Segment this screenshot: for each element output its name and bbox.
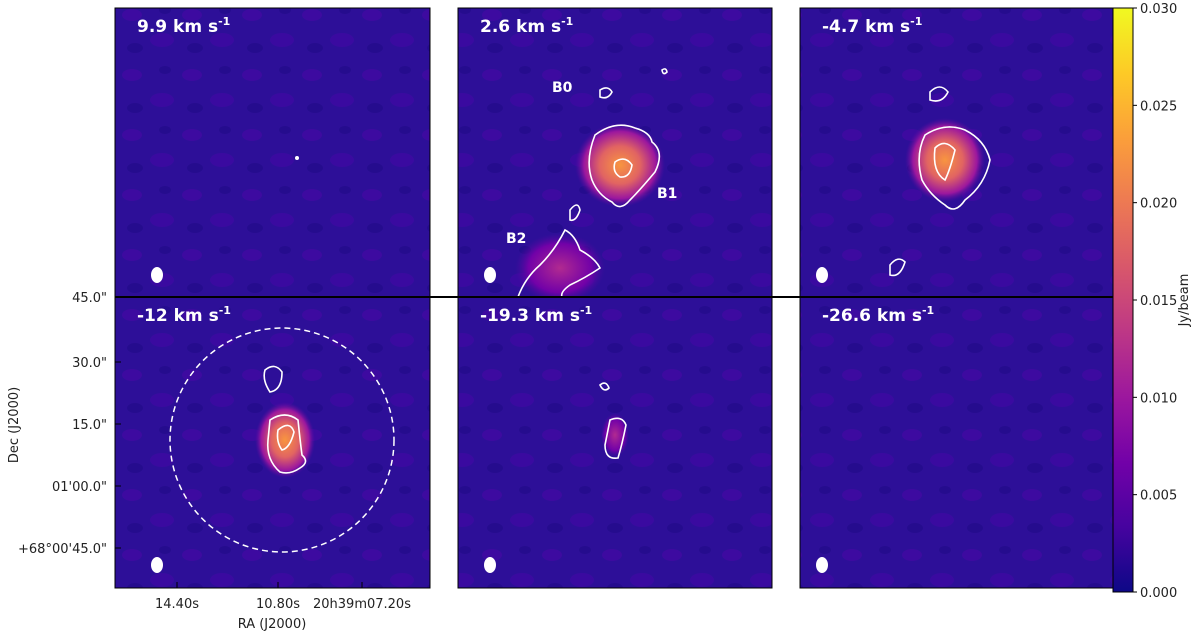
y-tick-label: 15.0" <box>72 418 107 433</box>
beam <box>484 557 496 573</box>
colorbar-tick-label: 0.000 <box>1140 586 1177 601</box>
contour <box>933 142 956 182</box>
panel-label-exponent: -1 <box>219 304 231 317</box>
emission <box>905 118 985 202</box>
contour <box>263 365 283 393</box>
panel-label: -4.7 km s-1 <box>822 15 922 37</box>
contour <box>266 414 307 474</box>
y-tick-label: 01'00.0" <box>52 480 107 495</box>
y-tick-label: 30.0" <box>72 356 107 371</box>
colorbar-label: Jy/beam <box>1177 274 1192 328</box>
panel-label: -19.3 km s-1 <box>480 304 592 326</box>
contour <box>276 424 295 451</box>
panel-label-text: -12 km s <box>137 306 219 326</box>
beam <box>816 557 828 573</box>
panel-label-exponent: -1 <box>922 304 934 317</box>
beams <box>151 267 828 573</box>
contour <box>569 204 581 222</box>
contour <box>613 158 633 178</box>
panel-label-text: -26.6 km s <box>822 306 922 326</box>
panel-label-exponent: -1 <box>218 15 230 28</box>
beam <box>816 267 828 283</box>
colorbar-tick-label: 0.005 <box>1140 489 1177 504</box>
panels <box>114 7 1116 589</box>
annotation: B0 <box>552 80 573 96</box>
colorbar-tick-label: 0.025 <box>1140 99 1177 114</box>
panel-label: 9.9 km s-1 <box>137 15 230 37</box>
colorbar-tick-label: 0.020 <box>1140 197 1177 212</box>
panel-label: -12 km s-1 <box>137 304 231 326</box>
panel-image <box>115 8 430 297</box>
contour <box>661 68 668 75</box>
y-tick-label: +68°00'45.0" <box>18 542 107 557</box>
panel-label-exponent: -1 <box>561 15 573 28</box>
colorbar-tick-label: 0.010 <box>1140 391 1177 406</box>
contour <box>588 124 661 208</box>
panel-label-exponent: -1 <box>580 304 592 317</box>
contour <box>517 228 602 298</box>
panel-label: 2.6 km s-1 <box>480 15 573 37</box>
x-axis-label: RA (J2000) <box>238 617 307 632</box>
contour <box>918 126 991 210</box>
annotation: B1 <box>657 186 677 202</box>
beam <box>484 267 496 283</box>
emission <box>255 402 315 478</box>
panel-label-exponent: -1 <box>910 15 922 28</box>
y-axis-label: Dec (J2000) <box>7 387 22 463</box>
colorbar <box>1112 7 1134 593</box>
emission <box>515 233 605 303</box>
x-tick-label: 14.40s <box>155 597 199 612</box>
panel-label-text: 9.9 km s <box>137 17 218 37</box>
panel-label-text: -4.7 km s <box>822 17 910 37</box>
contour <box>599 382 610 391</box>
colorbar-tick-label: 0.015 <box>1140 294 1177 309</box>
contour <box>295 156 299 160</box>
field-of-view <box>169 327 395 553</box>
x-tick-label: 10.80s <box>256 597 300 612</box>
colorbar-tick-label: 0.030 <box>1140 2 1177 17</box>
contour <box>604 417 627 460</box>
x-tick-label: 20h39m07.20s <box>313 597 411 612</box>
panel-label: -26.6 km s-1 <box>822 304 934 326</box>
beam <box>151 557 163 573</box>
panel-image <box>800 297 1115 588</box>
panel-label-text: 2.6 km s <box>480 17 561 37</box>
y-tick-label: 45.0" <box>72 291 107 306</box>
contour <box>889 258 906 277</box>
contour <box>599 87 613 99</box>
contour <box>929 86 949 102</box>
annotation: B2 <box>506 231 526 247</box>
beam <box>151 267 163 283</box>
panel-label-text: -19.3 km s <box>480 306 580 326</box>
